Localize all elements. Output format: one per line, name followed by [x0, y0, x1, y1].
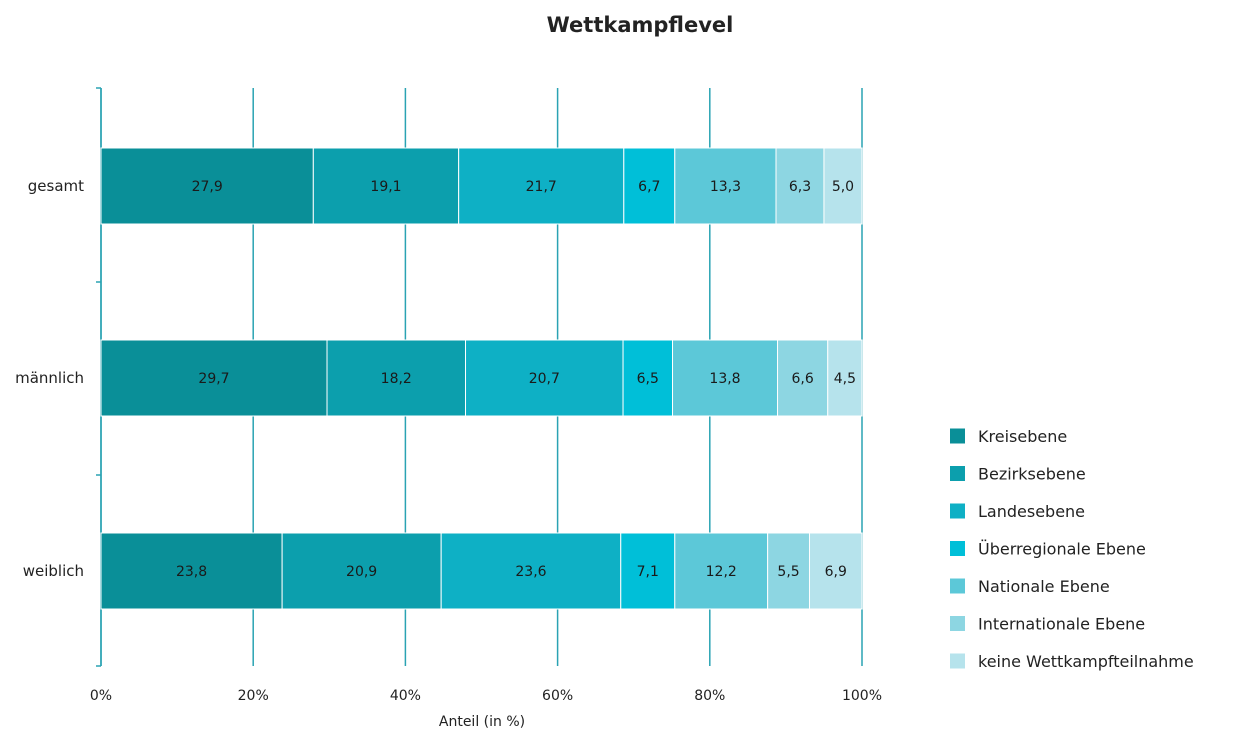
legend-label: Landesebene	[978, 502, 1085, 521]
bar-value-label: 6,6	[792, 371, 814, 387]
bar-value-label: 18,2	[381, 371, 412, 387]
x-axis-label: Anteil (in %)	[439, 714, 525, 730]
x-tick-label: 20%	[238, 688, 269, 704]
bar-value-label: 4,5	[834, 371, 856, 387]
legend-swatch	[950, 428, 965, 444]
legend-label: Bezirksebene	[978, 465, 1086, 484]
x-tick-label: 100%	[842, 688, 882, 704]
bar-value-label: 5,0	[832, 179, 854, 195]
bar-value-label: 13,3	[710, 179, 741, 195]
legend-swatch	[950, 466, 965, 481]
bar-segment	[326, 339, 467, 417]
x-tick-label: 0%	[90, 688, 112, 704]
bar-segment	[827, 339, 863, 417]
bar-segment	[775, 147, 825, 225]
bar-value-label: 13,8	[709, 371, 740, 387]
bar-value-label: 6,3	[789, 179, 811, 195]
bar-value-label: 12,2	[706, 564, 737, 580]
bar-segment	[312, 147, 460, 225]
x-tick-label: 40%	[390, 688, 421, 704]
bar-segment	[620, 532, 676, 610]
legend-swatch	[950, 616, 965, 631]
x-tick-label: 60%	[542, 688, 573, 704]
bar-segment	[623, 147, 676, 225]
bar-value-label: 23,6	[515, 564, 546, 580]
bar-value-label: 7,1	[637, 564, 659, 580]
category-label: männlich	[15, 369, 84, 387]
chart-title: Wettkampflevel	[547, 13, 734, 37]
bar-value-label: 29,7	[198, 371, 229, 387]
bar-segment	[281, 532, 442, 610]
legend-label: keine Wettkampfteilnahme	[978, 652, 1194, 671]
bar-value-label: 5,5	[777, 564, 799, 580]
bar-segment	[767, 532, 810, 610]
legend-swatch	[950, 578, 965, 594]
bar-segment	[440, 532, 622, 610]
bar-segment	[458, 147, 625, 225]
legend-label: Internationale Ebene	[978, 615, 1145, 634]
category-label: gesamt	[28, 177, 84, 195]
category-label: weiblich	[23, 562, 84, 580]
x-tick-label: 80%	[694, 688, 725, 704]
legend-label: Kreisebene	[978, 427, 1067, 446]
bar-segment	[100, 147, 314, 225]
bar-value-label: 19,1	[370, 179, 401, 195]
bar-segment	[465, 339, 624, 417]
bar-value-label: 6,7	[638, 179, 660, 195]
legend-swatch	[950, 653, 965, 669]
bar-value-label: 6,5	[637, 371, 659, 387]
bar-segment	[808, 532, 863, 610]
bar-value-label: 20,9	[346, 564, 377, 580]
legend-label: Überregionale Ebene	[978, 540, 1146, 559]
bar-value-label: 6,9	[825, 564, 847, 580]
bar-segment	[777, 339, 829, 417]
bar-value-label: 23,8	[176, 564, 207, 580]
legend-label: Nationale Ebene	[978, 577, 1110, 596]
bar-value-label: 20,7	[529, 371, 560, 387]
bar-segment	[674, 147, 777, 225]
legend-swatch	[950, 503, 965, 519]
bar-segment	[672, 339, 779, 417]
bar-segment	[622, 339, 674, 417]
bar-segment	[674, 532, 769, 610]
legend-swatch	[950, 541, 965, 556]
bar-segment	[823, 147, 863, 225]
bar-segment	[100, 532, 283, 610]
bar-value-label: 27,9	[192, 179, 223, 195]
bar-value-label: 21,7	[526, 179, 557, 195]
